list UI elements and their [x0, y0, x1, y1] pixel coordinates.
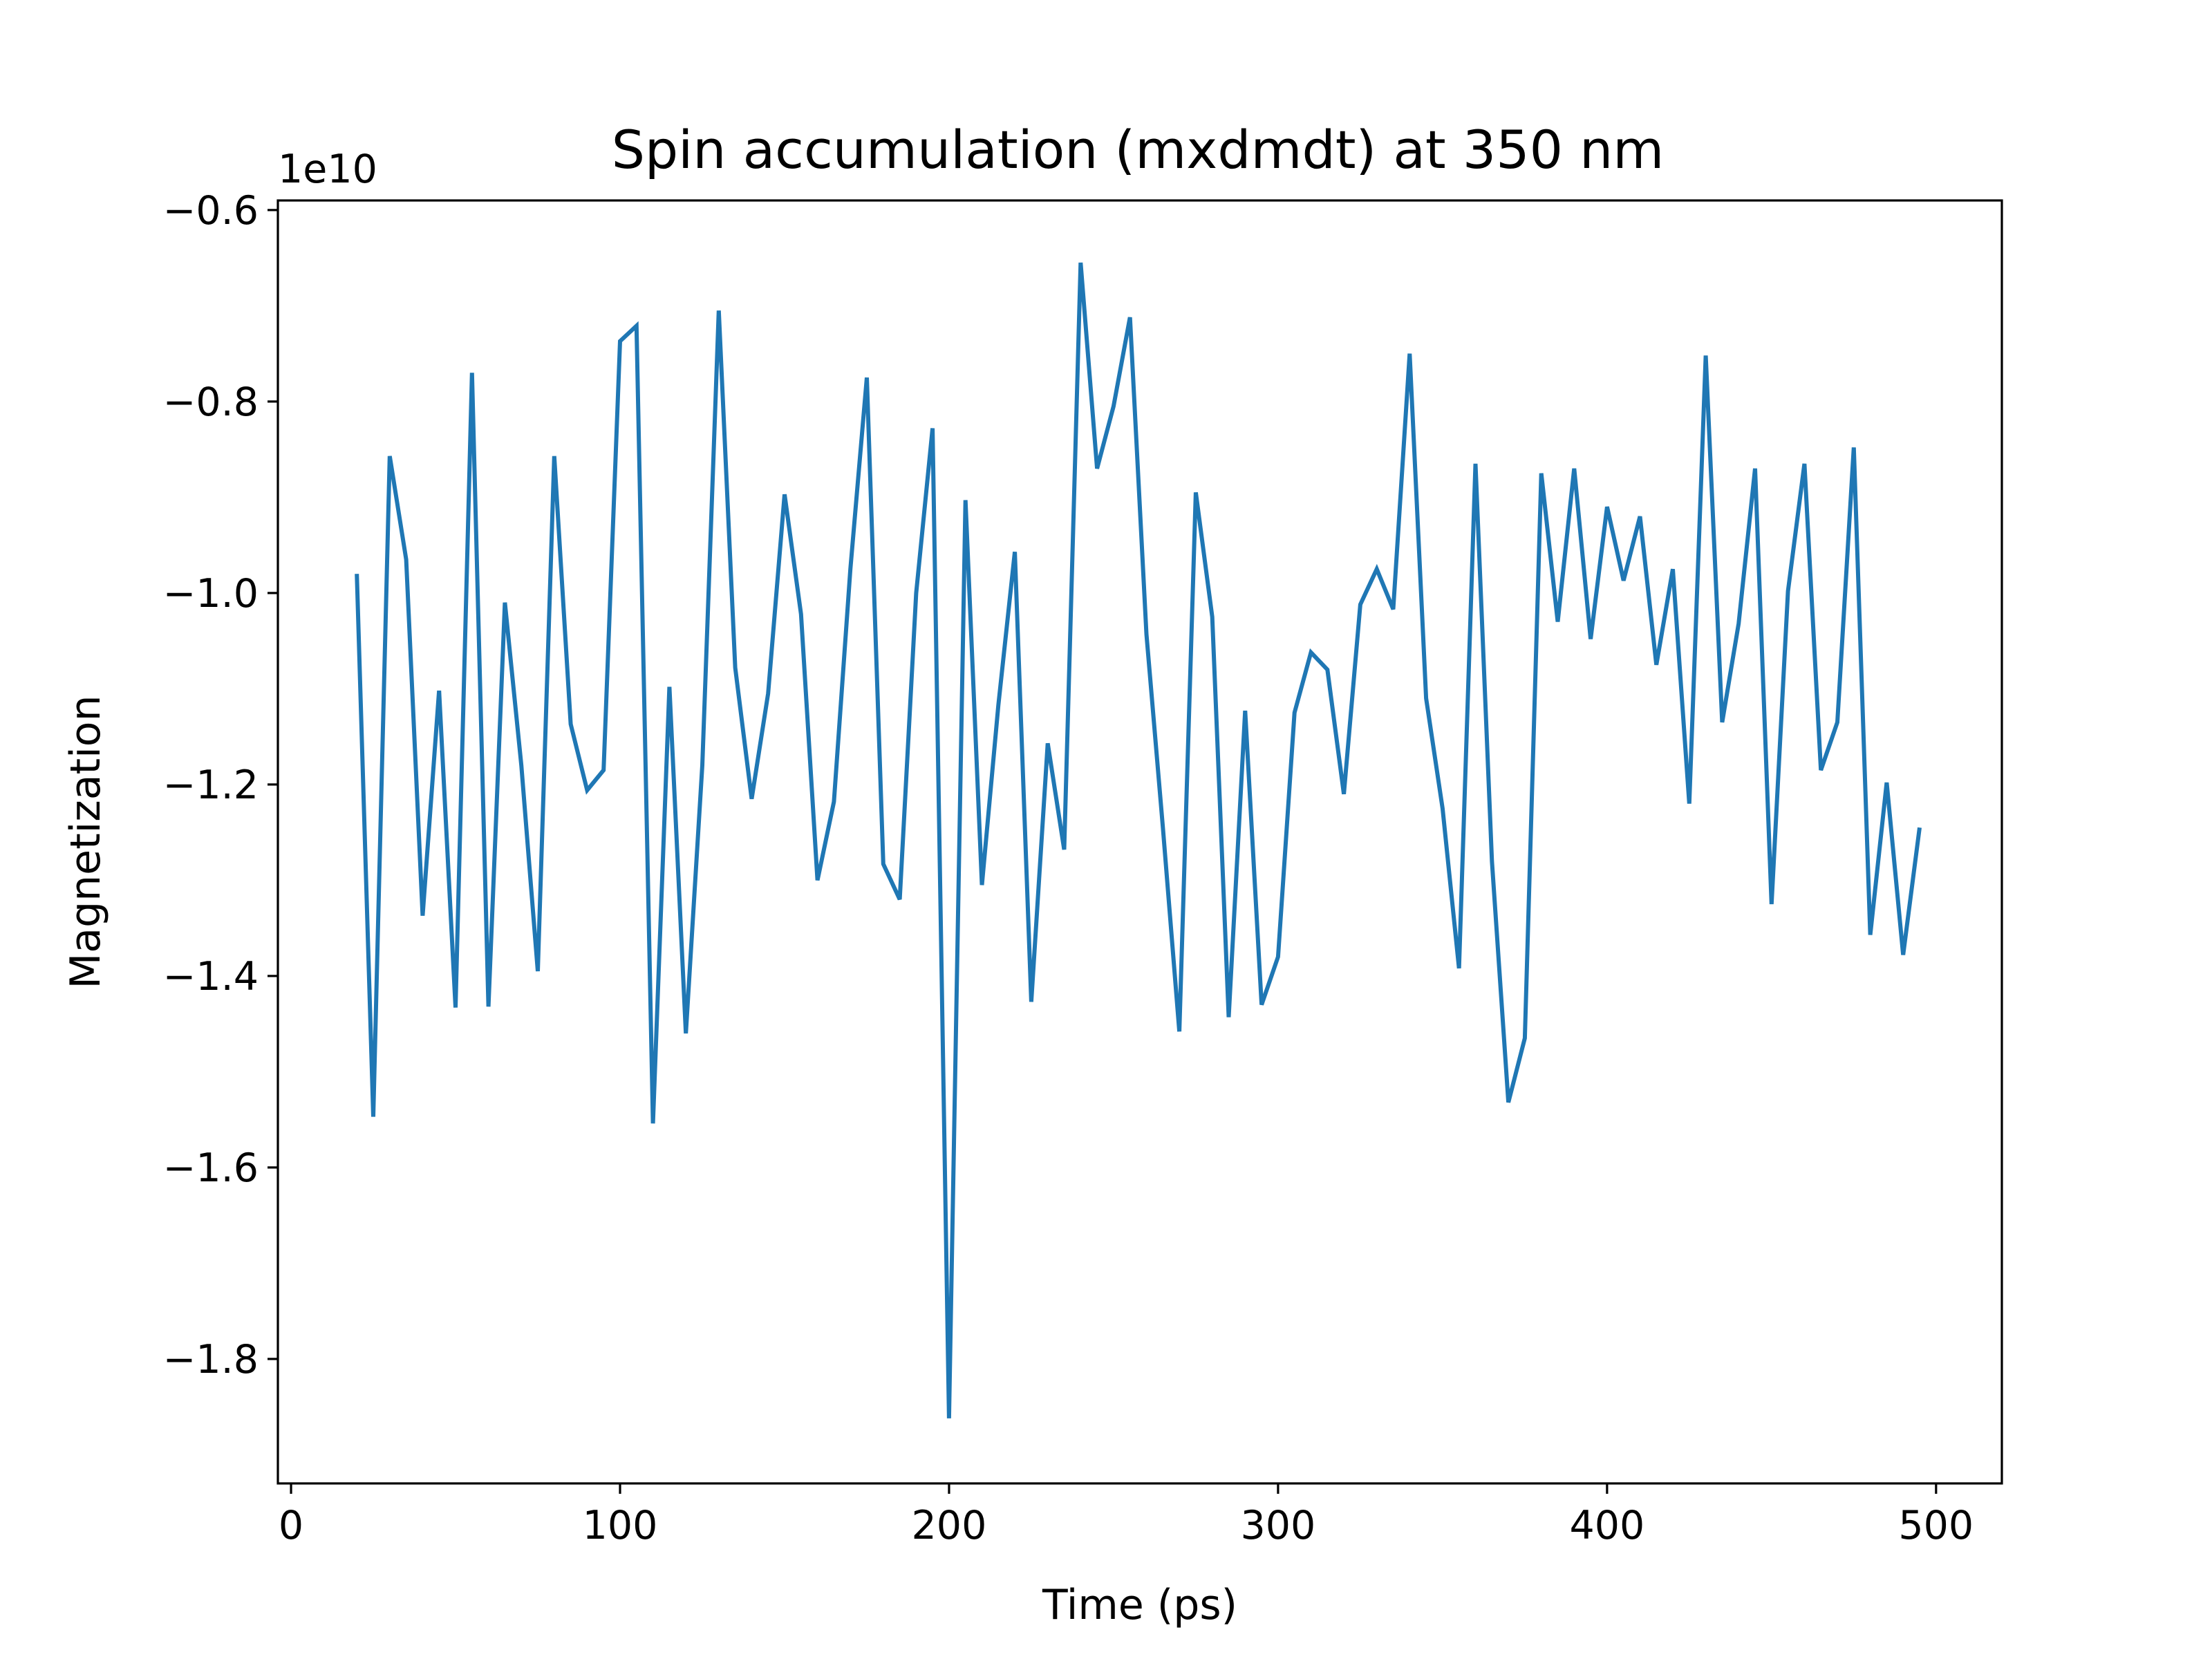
x-tick-label: 400 [1569, 1503, 1644, 1548]
x-tick-label: 300 [1241, 1503, 1316, 1548]
plot-frame [276, 199, 2003, 1485]
y-tick-label: −0.8 [163, 379, 259, 425]
plot-area [355, 262, 1922, 1418]
y-axis-offset-label: 1e10 [278, 147, 377, 192]
y-tick-label: −1.8 [163, 1337, 259, 1382]
chart-title: Spin accumulation (mxdmdt) at 350 nm [612, 119, 1665, 180]
y-tick-label: −1.6 [163, 1145, 259, 1191]
y-tick-label: −1.0 [163, 571, 259, 617]
y-tick-label: −0.6 [163, 188, 259, 234]
x-axis-label: Time (ps) [1042, 1581, 1237, 1629]
x-axis-ticks: 0 100 200 300 400 500 [279, 1483, 1974, 1548]
y-axis-ticks: −0.6 −0.8 −1.0 −1.2 −1.4 −1.6 −1.8 [163, 188, 278, 1382]
x-tick-label: 100 [583, 1503, 658, 1548]
y-axis-label: Magnetization [62, 695, 110, 989]
y-tick-label: −1.2 [163, 762, 259, 808]
x-tick-label: 0 [279, 1503, 303, 1548]
series-line [355, 262, 1922, 1418]
x-tick-label: 200 [912, 1503, 987, 1548]
y-tick-label: −1.4 [163, 954, 259, 1000]
x-tick-label: 500 [1898, 1503, 1974, 1548]
